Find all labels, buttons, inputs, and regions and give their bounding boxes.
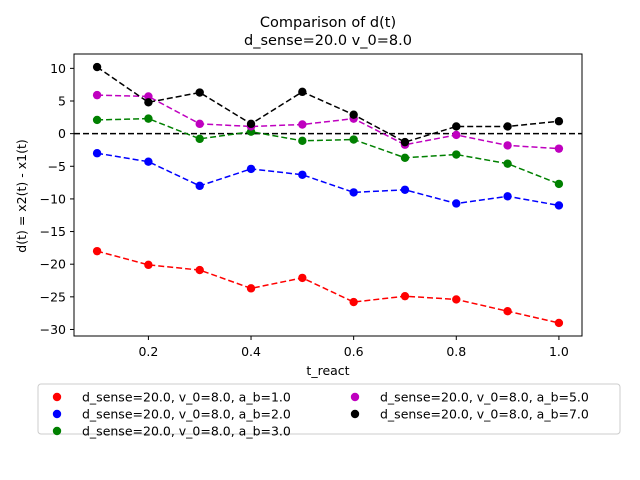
plot-frame xyxy=(73,53,583,337)
legend-marker xyxy=(350,392,360,402)
legend-label: d_sense=20.0, v_0=8.0, a_b=7.0 xyxy=(380,407,589,422)
x-tick-label: 1.0 xyxy=(549,344,569,359)
data-point xyxy=(452,150,461,159)
x-axis-label: t_react xyxy=(306,363,349,378)
data-point xyxy=(298,87,307,97)
y-tick-label: −25 xyxy=(40,289,66,304)
data-point xyxy=(246,284,256,293)
legend-entry-2: d_sense=20.0, v_0=8.0, a_b=2.0 xyxy=(52,407,291,422)
legend-label: d_sense=20.0, v_0=8.0, a_b=3.0 xyxy=(82,424,291,439)
x-tick-label: 0.2 xyxy=(138,344,158,359)
data-point xyxy=(349,110,358,119)
data-point xyxy=(349,297,358,307)
data-point xyxy=(554,201,564,210)
data-point xyxy=(246,119,256,129)
legend-entry-4: d_sense=20.0, v_0=8.0, a_b=5.0 xyxy=(350,390,589,405)
series-5 xyxy=(92,62,564,147)
series-1 xyxy=(92,246,564,328)
series-line xyxy=(97,117,560,185)
data-point xyxy=(298,273,307,283)
legend-marker xyxy=(52,392,62,402)
legend-label: d_sense=20.0, v_0=8.0, a_b=5.0 xyxy=(380,390,589,405)
series-line xyxy=(96,66,559,143)
y-tick-label: −10 xyxy=(40,191,66,206)
series-line xyxy=(96,250,560,324)
chart-title: Comparison of d(t) xyxy=(260,15,396,31)
y-tick-label: −20 xyxy=(40,257,66,272)
data-point xyxy=(400,291,410,301)
y-axis-label: d(t) = x2(t) - x1(t) xyxy=(14,139,29,252)
data-point xyxy=(503,141,512,150)
x-tick-label: 0.6 xyxy=(344,344,364,359)
data-point xyxy=(246,164,256,174)
series-line xyxy=(97,94,559,150)
data-point xyxy=(92,115,102,125)
data-point xyxy=(503,159,512,168)
data-point xyxy=(298,136,307,146)
legend-label: d_sense=20.0, v_0=8.0, a_b=1.0 xyxy=(82,390,291,405)
y-tick-label: 10 xyxy=(50,61,66,76)
data-point xyxy=(349,135,358,144)
legend-marker xyxy=(52,409,62,419)
data-point xyxy=(554,117,564,126)
data-point xyxy=(400,137,410,147)
y-tick-label: 0 xyxy=(58,126,66,141)
data-point xyxy=(195,181,204,191)
legend-box xyxy=(37,383,621,435)
plot-area xyxy=(73,53,583,337)
data-point xyxy=(92,62,102,72)
data-point xyxy=(144,92,153,101)
data-point xyxy=(195,119,204,129)
data-point xyxy=(554,318,564,328)
legend-entry-3: d_sense=20.0, v_0=8.0, a_b=3.0 xyxy=(52,424,291,439)
data-point xyxy=(144,114,153,123)
legend-entry-5: d_sense=20.0, v_0=8.0, a_b=7.0 xyxy=(350,407,589,422)
data-point xyxy=(452,130,461,140)
data-point xyxy=(298,120,307,129)
y-tick-label: −5 xyxy=(48,159,66,174)
data-point xyxy=(503,192,512,201)
data-point xyxy=(452,122,461,131)
chart-subtitle: d_sense=20.0 v_0=8.0 xyxy=(244,33,412,49)
data-point xyxy=(400,153,410,162)
legend-marker xyxy=(350,409,360,419)
y-tick-label: 5 xyxy=(58,94,66,109)
data-point xyxy=(144,98,153,107)
data-point xyxy=(452,199,461,208)
y-tick-label: −15 xyxy=(40,224,66,239)
legend-entry-1: d_sense=20.0, v_0=8.0, a_b=1.0 xyxy=(52,390,291,405)
data-point xyxy=(92,246,102,256)
series-2 xyxy=(92,149,564,210)
data-point xyxy=(452,295,461,304)
x-tick-label: 0.4 xyxy=(241,344,261,359)
x-tick-label: 0.8 xyxy=(446,344,466,359)
data-point xyxy=(195,265,204,275)
data-point xyxy=(298,170,307,179)
data-point xyxy=(92,90,102,100)
series-line xyxy=(96,152,560,207)
data-point xyxy=(144,157,153,166)
legend: d_sense=20.0, v_0=8.0, a_b=1.0 d_sense=20… xyxy=(37,383,621,439)
data-point xyxy=(195,134,204,144)
axis-ticks: 0.2 0.4 0.6 0.8 1.0 10 5 0 −5 −10 −15 −20 −25 −30 xyxy=(40,61,569,359)
data-point xyxy=(195,88,204,97)
y-tick-label: −30 xyxy=(40,322,66,337)
data-point xyxy=(503,122,512,131)
data-point xyxy=(554,179,564,189)
data-point xyxy=(554,144,564,153)
data-point xyxy=(144,260,153,270)
data-point xyxy=(503,306,512,316)
data-point xyxy=(92,149,102,158)
data-point xyxy=(400,185,410,194)
data-point xyxy=(349,188,358,197)
legend-marker xyxy=(52,426,62,436)
legend-label: d_sense=20.0, v_0=8.0, a_b=2.0 xyxy=(82,407,291,422)
